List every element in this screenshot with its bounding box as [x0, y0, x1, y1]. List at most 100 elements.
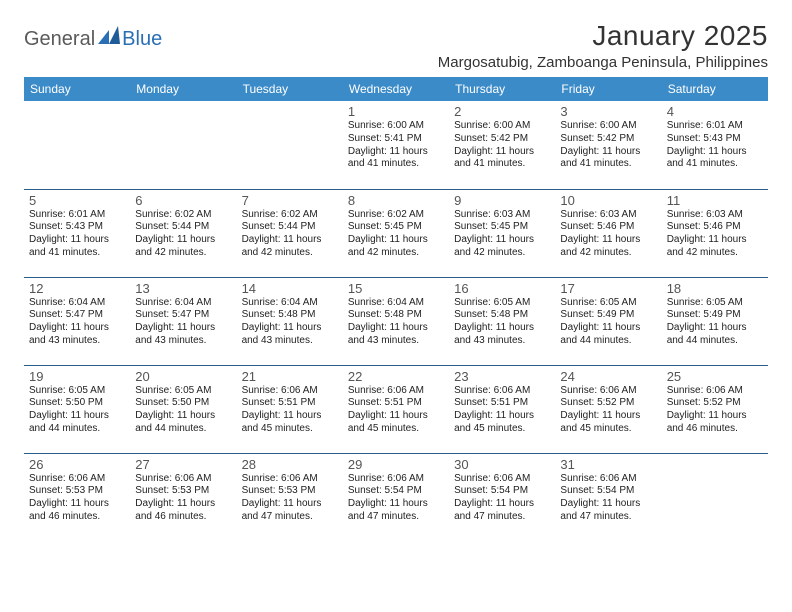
day-info: Sunrise: 6:05 AMSunset: 5:49 PMDaylight:…: [667, 297, 763, 348]
day-number: 29: [348, 457, 444, 472]
calendar-cell: 31Sunrise: 6:06 AMSunset: 5:54 PMDayligh…: [555, 453, 661, 541]
day-header: Wednesday: [343, 77, 449, 101]
calendar-cell: 10Sunrise: 6:03 AMSunset: 5:46 PMDayligh…: [555, 189, 661, 277]
day-number: 30: [454, 457, 550, 472]
calendar-cell: 22Sunrise: 6:06 AMSunset: 5:51 PMDayligh…: [343, 365, 449, 453]
month-title: January 2025: [438, 20, 768, 52]
calendar-cell: 20Sunrise: 6:05 AMSunset: 5:50 PMDayligh…: [130, 365, 236, 453]
calendar-cell: 4Sunrise: 6:01 AMSunset: 5:43 PMDaylight…: [662, 101, 768, 189]
day-number: 22: [348, 369, 444, 384]
calendar-cell: 19Sunrise: 6:05 AMSunset: 5:50 PMDayligh…: [24, 365, 130, 453]
day-number: 5: [29, 193, 125, 208]
day-info: Sunrise: 6:03 AMSunset: 5:46 PMDaylight:…: [667, 209, 763, 260]
day-number: 15: [348, 281, 444, 296]
calendar-cell: 1Sunrise: 6:00 AMSunset: 5:41 PMDaylight…: [343, 101, 449, 189]
day-number: 3: [560, 104, 656, 119]
day-info: Sunrise: 6:00 AMSunset: 5:41 PMDaylight:…: [348, 120, 444, 171]
day-info: Sunrise: 6:06 AMSunset: 5:53 PMDaylight:…: [29, 473, 125, 524]
day-info: Sunrise: 6:06 AMSunset: 5:54 PMDaylight:…: [348, 473, 444, 524]
day-number: 20: [135, 369, 231, 384]
calendar-row: 1Sunrise: 6:00 AMSunset: 5:41 PMDaylight…: [24, 101, 768, 189]
day-header: Friday: [555, 77, 661, 101]
day-header: Tuesday: [237, 77, 343, 101]
day-info: Sunrise: 6:02 AMSunset: 5:44 PMDaylight:…: [135, 209, 231, 260]
day-info: Sunrise: 6:00 AMSunset: 5:42 PMDaylight:…: [560, 120, 656, 171]
day-number: 17: [560, 281, 656, 296]
calendar-cell-empty: [237, 101, 343, 189]
day-info: Sunrise: 6:06 AMSunset: 5:53 PMDaylight:…: [242, 473, 338, 524]
day-number: 23: [454, 369, 550, 384]
day-info: Sunrise: 6:04 AMSunset: 5:48 PMDaylight:…: [242, 297, 338, 348]
calendar-cell: 23Sunrise: 6:06 AMSunset: 5:51 PMDayligh…: [449, 365, 555, 453]
day-info: Sunrise: 6:06 AMSunset: 5:54 PMDaylight:…: [560, 473, 656, 524]
day-info: Sunrise: 6:05 AMSunset: 5:49 PMDaylight:…: [560, 297, 656, 348]
day-info: Sunrise: 6:03 AMSunset: 5:46 PMDaylight:…: [560, 209, 656, 260]
calendar-cell: 29Sunrise: 6:06 AMSunset: 5:54 PMDayligh…: [343, 453, 449, 541]
calendar-cell: 24Sunrise: 6:06 AMSunset: 5:52 PMDayligh…: [555, 365, 661, 453]
day-info: Sunrise: 6:06 AMSunset: 5:52 PMDaylight:…: [667, 385, 763, 436]
calendar-row: 12Sunrise: 6:04 AMSunset: 5:47 PMDayligh…: [24, 277, 768, 365]
calendar-cell: 2Sunrise: 6:00 AMSunset: 5:42 PMDaylight…: [449, 101, 555, 189]
calendar-cell: 18Sunrise: 6:05 AMSunset: 5:49 PMDayligh…: [662, 277, 768, 365]
day-info: Sunrise: 6:06 AMSunset: 5:51 PMDaylight:…: [454, 385, 550, 436]
calendar-cell: 25Sunrise: 6:06 AMSunset: 5:52 PMDayligh…: [662, 365, 768, 453]
header: General Blue January 2025 Margosatubig, …: [24, 20, 768, 71]
calendar-cell: 28Sunrise: 6:06 AMSunset: 5:53 PMDayligh…: [237, 453, 343, 541]
day-info: Sunrise: 6:01 AMSunset: 5:43 PMDaylight:…: [29, 209, 125, 260]
day-number: 26: [29, 457, 125, 472]
calendar-row: 26Sunrise: 6:06 AMSunset: 5:53 PMDayligh…: [24, 453, 768, 541]
calendar-cell: 12Sunrise: 6:04 AMSunset: 5:47 PMDayligh…: [24, 277, 130, 365]
day-info: Sunrise: 6:04 AMSunset: 5:48 PMDaylight:…: [348, 297, 444, 348]
calendar-body: 1Sunrise: 6:00 AMSunset: 5:41 PMDaylight…: [24, 101, 768, 541]
day-number: 7: [242, 193, 338, 208]
day-header: Saturday: [662, 77, 768, 101]
calendar-cell-empty: [130, 101, 236, 189]
calendar-cell: 13Sunrise: 6:04 AMSunset: 5:47 PMDayligh…: [130, 277, 236, 365]
calendar-cell: 17Sunrise: 6:05 AMSunset: 5:49 PMDayligh…: [555, 277, 661, 365]
day-number: 2: [454, 104, 550, 119]
day-number: 31: [560, 457, 656, 472]
day-info: Sunrise: 6:01 AMSunset: 5:43 PMDaylight:…: [667, 120, 763, 171]
day-number: 19: [29, 369, 125, 384]
calendar-row: 5Sunrise: 6:01 AMSunset: 5:43 PMDaylight…: [24, 189, 768, 277]
day-number: 16: [454, 281, 550, 296]
calendar-table: SundayMondayTuesdayWednesdayThursdayFrid…: [24, 77, 768, 541]
day-info: Sunrise: 6:04 AMSunset: 5:47 PMDaylight:…: [29, 297, 125, 348]
day-number: 11: [667, 193, 763, 208]
calendar-page: General Blue January 2025 Margosatubig, …: [0, 0, 792, 551]
calendar-cell: 6Sunrise: 6:02 AMSunset: 5:44 PMDaylight…: [130, 189, 236, 277]
day-info: Sunrise: 6:05 AMSunset: 5:48 PMDaylight:…: [454, 297, 550, 348]
day-info: Sunrise: 6:06 AMSunset: 5:51 PMDaylight:…: [348, 385, 444, 436]
day-number: 1: [348, 104, 444, 119]
day-header: Monday: [130, 77, 236, 101]
calendar-cell: 14Sunrise: 6:04 AMSunset: 5:48 PMDayligh…: [237, 277, 343, 365]
day-number: 4: [667, 104, 763, 119]
logo: General Blue: [24, 26, 162, 52]
day-number: 10: [560, 193, 656, 208]
logo-text-blue: Blue: [122, 28, 162, 51]
day-number: 18: [667, 281, 763, 296]
location-text: Margosatubig, Zamboanga Peninsula, Phili…: [438, 54, 768, 71]
day-number: 6: [135, 193, 231, 208]
day-info: Sunrise: 6:06 AMSunset: 5:52 PMDaylight:…: [560, 385, 656, 436]
day-number: 21: [242, 369, 338, 384]
calendar-cell: 5Sunrise: 6:01 AMSunset: 5:43 PMDaylight…: [24, 189, 130, 277]
day-info: Sunrise: 6:00 AMSunset: 5:42 PMDaylight:…: [454, 120, 550, 171]
calendar-cell: 16Sunrise: 6:05 AMSunset: 5:48 PMDayligh…: [449, 277, 555, 365]
logo-text-general: General: [24, 28, 95, 51]
day-info: Sunrise: 6:04 AMSunset: 5:47 PMDaylight:…: [135, 297, 231, 348]
day-number: 24: [560, 369, 656, 384]
day-number: 9: [454, 193, 550, 208]
day-header: Sunday: [24, 77, 130, 101]
day-number: 27: [135, 457, 231, 472]
calendar-cell: 3Sunrise: 6:00 AMSunset: 5:42 PMDaylight…: [555, 101, 661, 189]
calendar-cell: 27Sunrise: 6:06 AMSunset: 5:53 PMDayligh…: [130, 453, 236, 541]
day-header: Thursday: [449, 77, 555, 101]
day-info: Sunrise: 6:06 AMSunset: 5:51 PMDaylight:…: [242, 385, 338, 436]
calendar-cell: 15Sunrise: 6:04 AMSunset: 5:48 PMDayligh…: [343, 277, 449, 365]
day-number: 12: [29, 281, 125, 296]
day-number: 13: [135, 281, 231, 296]
calendar-cell: 26Sunrise: 6:06 AMSunset: 5:53 PMDayligh…: [24, 453, 130, 541]
calendar-cell: 8Sunrise: 6:02 AMSunset: 5:45 PMDaylight…: [343, 189, 449, 277]
calendar-cell-empty: [24, 101, 130, 189]
